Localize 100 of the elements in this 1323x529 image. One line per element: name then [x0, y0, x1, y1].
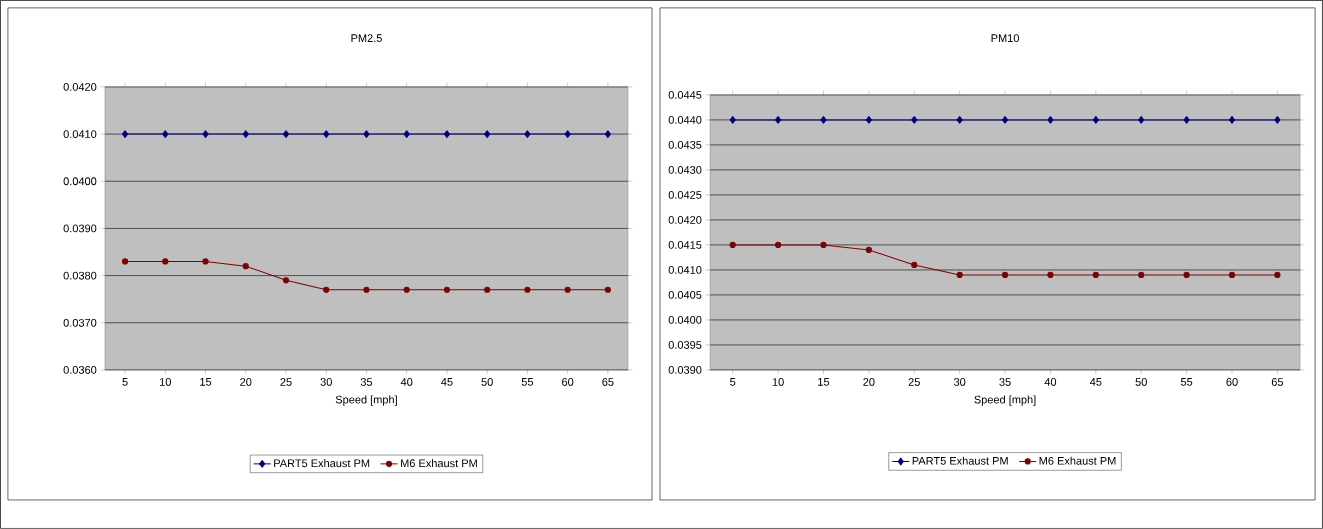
point	[202, 130, 209, 139]
x-tick-label: 30	[953, 378, 966, 386]
x-tick-label: 50	[1135, 378, 1147, 386]
x-tick-label: 20	[240, 378, 252, 386]
point	[564, 130, 571, 139]
point	[403, 286, 410, 293]
y-tick-label: 0.0410	[668, 266, 702, 274]
x-tick-label: 45	[1089, 378, 1102, 386]
chart-title: PM2.5	[351, 34, 382, 43]
point	[363, 130, 370, 139]
point	[911, 261, 918, 269]
point	[1138, 271, 1145, 279]
point	[956, 271, 963, 279]
x-tick-label: 35	[360, 378, 373, 386]
x-tick-label: 5	[730, 378, 736, 386]
y-tick-label: 0.0395	[668, 341, 702, 349]
x-tick-label: 65	[602, 378, 614, 386]
point	[1274, 271, 1281, 279]
legend-label: M6 Exhaust PM	[1039, 456, 1116, 465]
point	[524, 286, 531, 293]
x-tick-label: 10	[772, 378, 784, 386]
point	[122, 130, 129, 139]
point	[865, 246, 872, 254]
y-tick-label: 0.0405	[668, 291, 702, 299]
point	[1274, 116, 1281, 124]
chart-title: PM10	[991, 34, 1019, 43]
point	[282, 277, 290, 284]
x-tick-label: 40	[400, 378, 413, 386]
point	[820, 116, 827, 124]
y-tick-label: 0.0440	[668, 116, 702, 124]
x-tick-label: 55	[1180, 378, 1193, 386]
point	[443, 286, 451, 293]
legend-label: PART5 Exhaust PM	[274, 459, 370, 468]
point	[604, 286, 611, 293]
x-tick-label: 45	[441, 378, 453, 386]
x-tick-label: 60	[562, 378, 574, 386]
point	[1047, 271, 1054, 279]
point	[1183, 271, 1190, 279]
point	[162, 130, 169, 139]
point	[242, 263, 249, 270]
x-tick-label: 15	[200, 378, 212, 386]
point	[1001, 271, 1009, 279]
point	[323, 130, 330, 139]
point	[1002, 116, 1009, 124]
x-axis-title: Speed [mph]	[974, 395, 1036, 406]
legend-label: PART5 Exhaust PM	[912, 456, 1008, 465]
x-tick-label: 15	[818, 378, 830, 386]
point	[564, 286, 571, 293]
point	[121, 258, 129, 265]
point	[242, 130, 249, 139]
legend-label: M6 Exhaust PM	[401, 459, 477, 468]
y-tick-label: 0.0390	[668, 366, 702, 374]
point	[363, 286, 370, 293]
x-tick-label: 30	[320, 378, 332, 386]
point	[775, 241, 782, 249]
point	[1047, 116, 1054, 124]
y-tick-label: 0.0360	[63, 366, 97, 374]
y-tick-label: 0.0420	[668, 216, 702, 224]
point	[820, 241, 827, 249]
point	[484, 286, 491, 293]
y-tick-label: 0.0445	[668, 91, 702, 99]
x-tick-label: 20	[863, 378, 875, 386]
x-tick-label: 55	[521, 378, 534, 386]
point	[202, 258, 209, 265]
y-tick-label: 0.0420	[63, 83, 97, 91]
point	[1092, 271, 1099, 279]
y-tick-label: 0.0400	[668, 316, 702, 324]
y-tick-label: 0.0390	[63, 224, 97, 233]
y-tick-label: 0.0425	[668, 191, 702, 199]
x-tick-label: 25	[908, 378, 920, 386]
x-tick-label: 50	[481, 378, 493, 386]
point	[1228, 116, 1236, 124]
point	[1228, 271, 1236, 279]
point	[443, 130, 450, 139]
point	[282, 130, 290, 139]
x-axis-title: Speed [mph]	[335, 395, 397, 406]
y-tick-label: 0.0430	[668, 166, 702, 174]
point	[162, 258, 169, 265]
point	[865, 116, 872, 124]
point	[729, 116, 736, 124]
point	[323, 286, 330, 293]
x-tick-label: 25	[280, 378, 292, 386]
x-tick-label: 5	[122, 378, 128, 386]
y-tick-label: 0.0380	[63, 271, 97, 280]
x-tick-label: 10	[160, 378, 171, 386]
y-tick-label: 0.0410	[63, 130, 97, 139]
point	[1092, 116, 1099, 124]
point	[729, 241, 736, 249]
point	[604, 130, 611, 139]
x-tick-label: 40	[1044, 378, 1057, 386]
point	[956, 116, 963, 124]
x-tick-label: 60	[1226, 378, 1238, 386]
x-tick-label: 35	[999, 378, 1011, 386]
point	[524, 130, 531, 139]
point	[775, 116, 782, 124]
y-tick-label: 0.0400	[63, 177, 97, 186]
point	[911, 116, 918, 124]
point	[1183, 116, 1190, 124]
point	[484, 130, 491, 139]
point	[403, 130, 410, 139]
